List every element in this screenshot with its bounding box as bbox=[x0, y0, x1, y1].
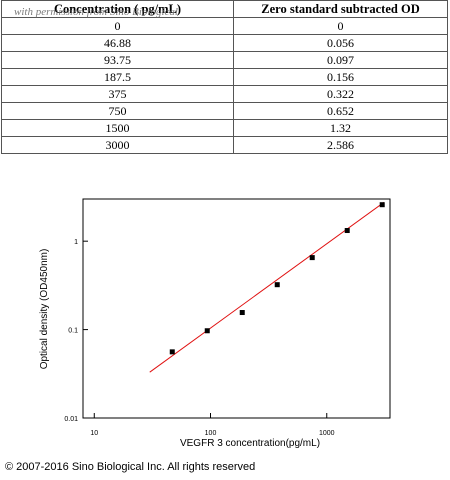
table-body: 0 0 46.88 0.056 93.75 0.097 187.5 0.156 375 0.322… bbox=[1, 17, 448, 154]
table-row: 750 0.652 bbox=[1, 102, 448, 120]
data-point bbox=[204, 328, 210, 334]
table-row: 187.5 0.156 bbox=[1, 68, 448, 86]
data-point bbox=[309, 255, 315, 261]
copyright: © 2007-2016 Sino Biological Inc. All rig… bbox=[5, 461, 256, 473]
x-tick-label: 100 bbox=[205, 430, 217, 437]
fit-line bbox=[149, 201, 385, 373]
chart: VEGFR 3 concentration(pg/mL) Optical den… bbox=[39, 198, 391, 449]
data-point bbox=[379, 202, 385, 208]
x-tick-label: 1000 bbox=[319, 430, 335, 437]
y-tick-label: 0.01 bbox=[64, 416, 78, 423]
table-row: 3000 2.586 bbox=[1, 136, 448, 154]
plot-frame bbox=[82, 198, 391, 419]
y-tick-label: 1 bbox=[74, 239, 78, 246]
data-point bbox=[344, 228, 350, 234]
data-point bbox=[169, 349, 175, 355]
data-point bbox=[274, 282, 280, 288]
y-axis-label: Optical density (OD450nm) bbox=[39, 249, 50, 370]
data-table: Concentration ( pg/mL) Zero standard subt… bbox=[1, 0, 448, 154]
table-cell: 187.5 bbox=[1, 68, 234, 86]
data-point bbox=[239, 310, 245, 316]
table-cell: 2.586 bbox=[233, 136, 448, 154]
y-tick-label: 0.1 bbox=[68, 328, 78, 335]
x-tick-label: 10 bbox=[90, 430, 98, 437]
x-axis-label: VEGFR 3 concentration(pg/mL) bbox=[180, 438, 320, 449]
watermark: with permission from Sino Biological bbox=[14, 6, 178, 18]
